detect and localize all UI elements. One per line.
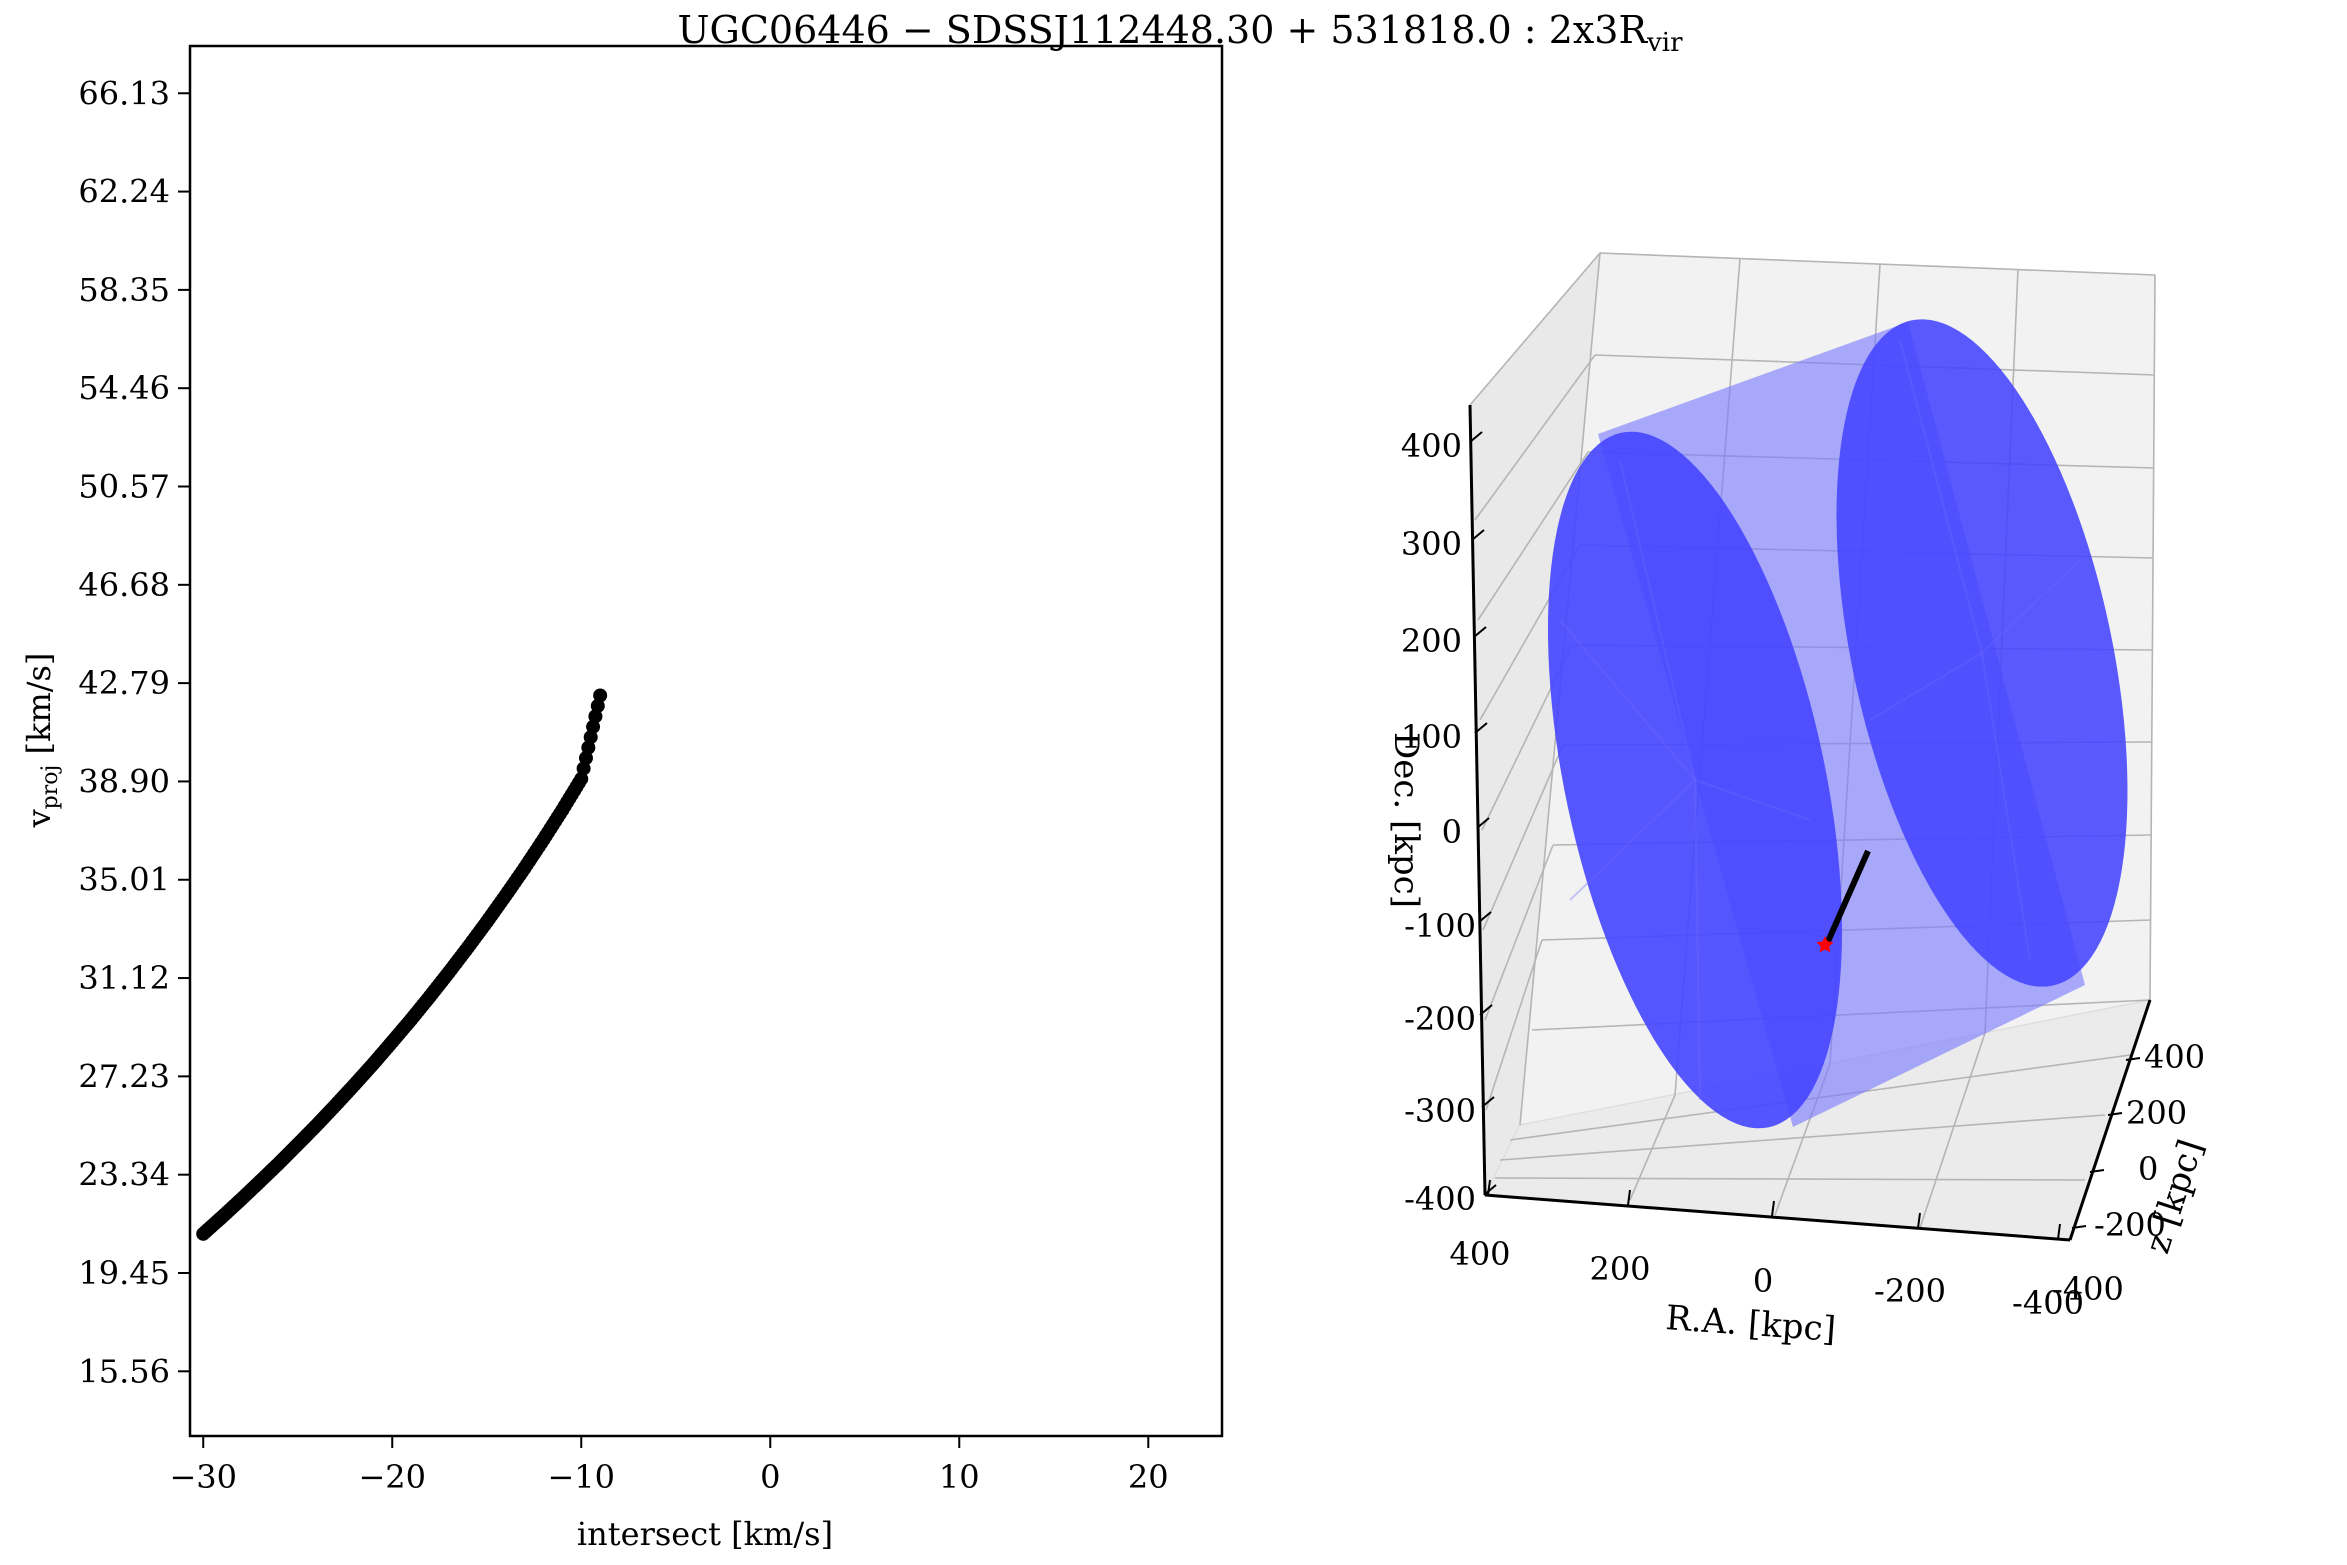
ra-tick-label: 200: [1589, 1250, 1650, 1288]
y-tick-label: 66.13: [78, 74, 170, 112]
scatter-panel: −30 −20 −10 0 10 20 15.56 19.45 23.34 27.23 31.12…: [20, 44, 1224, 1553]
dec-axis-ticks: 400 300 200 100 0 -100 -200 -300 -400: [1401, 427, 1497, 1218]
y-tick-label: 46.68: [78, 566, 170, 604]
data-point-fill: [581, 740, 596, 755]
data-point-fill: [590, 698, 605, 713]
data-points: [196, 688, 608, 1241]
z-tick-label: -200: [2094, 1206, 2166, 1244]
x-axis-label: intersect [km/s]: [577, 1515, 833, 1553]
y-tick-label: 58.35: [78, 271, 170, 309]
z-axis-ticks: 400 200 0 -200 -400: [2052, 1038, 2205, 1308]
dec-tick-label: 400: [1401, 427, 1462, 465]
dec-tick-label: -100: [1404, 907, 1476, 945]
dec-tick-label: -400: [1404, 1180, 1476, 1218]
y-tick-label: 35.01: [78, 861, 170, 899]
x-tick-label: 20: [1128, 1458, 1169, 1496]
dec-tick-label: 100: [1401, 718, 1462, 756]
x-tick-label: −10: [547, 1458, 615, 1496]
figure-title: UGC06446 − SDSSJ112448.30 + 531818.0 : 2…: [677, 8, 1683, 58]
data-point-fill: [586, 719, 601, 734]
x-tick-label: 10: [939, 1458, 980, 1496]
cylinder-surface: [1547, 319, 2128, 1129]
sightline: [1823, 849, 1871, 948]
figure-title-subscript: vir: [1646, 28, 1683, 58]
y-tick-label: 31.12: [78, 959, 170, 997]
y-tick-label: 27.23: [78, 1057, 170, 1095]
y-tick-label: 23.34: [78, 1156, 170, 1194]
x-tick-label: −20: [358, 1458, 426, 1496]
ra-tick-label: -200: [1874, 1272, 1946, 1310]
z-tick-label: 400: [2144, 1038, 2205, 1076]
ra-tick-label: -400: [2012, 1284, 2084, 1322]
galaxy-star-marker: [1816, 936, 1834, 953]
y-axis-label-subscript: proj: [38, 765, 63, 810]
data-point: [593, 688, 608, 703]
dec-tick-label: 0: [1442, 813, 1462, 851]
y-tick-label: 42.79: [78, 664, 170, 702]
ra-tick-label: 400: [1449, 1235, 1510, 1273]
data-point-fill: [583, 730, 598, 745]
z-tick-label: -400: [2052, 1270, 2124, 1308]
dec-tick-label: -200: [1404, 1000, 1476, 1038]
z-axis-line: [2068, 999, 2152, 1241]
y-tick-label: 50.57: [78, 468, 170, 506]
ra-axis-ticks: 400 200 0 -200 -400: [1449, 1179, 2084, 1322]
dec-tick-label: -300: [1404, 1092, 1476, 1130]
figure-title-main: UGC06446 − SDSSJ112448.30 + 531818.0 : 2…: [677, 8, 1648, 52]
y-axis-ticks: 15.56 19.45 23.34 27.23 31.12 35.01 38.90 42.79…: [78, 74, 190, 1390]
z-tick-label: 0: [2138, 1150, 2158, 1188]
dec-tick-label: 200: [1401, 622, 1462, 660]
dec-axis-line: [1468, 404, 1487, 1196]
z-tick-label: 200: [2126, 1094, 2187, 1132]
data-point: [574, 771, 589, 786]
cylinder-far-cap: [1836, 319, 2128, 987]
plot-frame: [188, 44, 1224, 1438]
data-point-fill: [588, 709, 603, 724]
ra-axis-line: [1484, 1193, 2071, 1242]
y-axis-label-unit: [km/s]: [20, 653, 58, 765]
data-point-fill: [578, 751, 593, 766]
x-axis-ticks: −30 −20 −10 0 10 20: [169, 1436, 1169, 1496]
x-tick-label: −30: [169, 1458, 237, 1496]
y-axis-label-main: v: [20, 809, 58, 828]
x-tick-label: 0: [760, 1458, 780, 1496]
cylinder-near-cap: [1547, 431, 1843, 1129]
dec-axis-label: Dec. [kpc]: [1386, 732, 1426, 908]
y-axis-label: vproj [km/s]: [20, 653, 63, 829]
ra-axis-label: R.A. [kpc]: [1664, 1298, 1837, 1350]
y-tick-label: 62.24: [78, 173, 170, 211]
3d-cylinder-panel: 400 300 200 100 0 -100 -200 -300 -400 40…: [1386, 251, 2212, 1350]
ra-tick-label: 0: [1753, 1262, 1773, 1300]
dec-tick-label: 300: [1401, 525, 1462, 563]
y-tick-label: 19.45: [78, 1254, 170, 1292]
y-tick-label: 38.90: [78, 762, 170, 800]
y-tick-label: 54.46: [78, 369, 170, 407]
y-tick-label: 15.56: [78, 1352, 170, 1390]
data-point-fill: [576, 761, 591, 776]
